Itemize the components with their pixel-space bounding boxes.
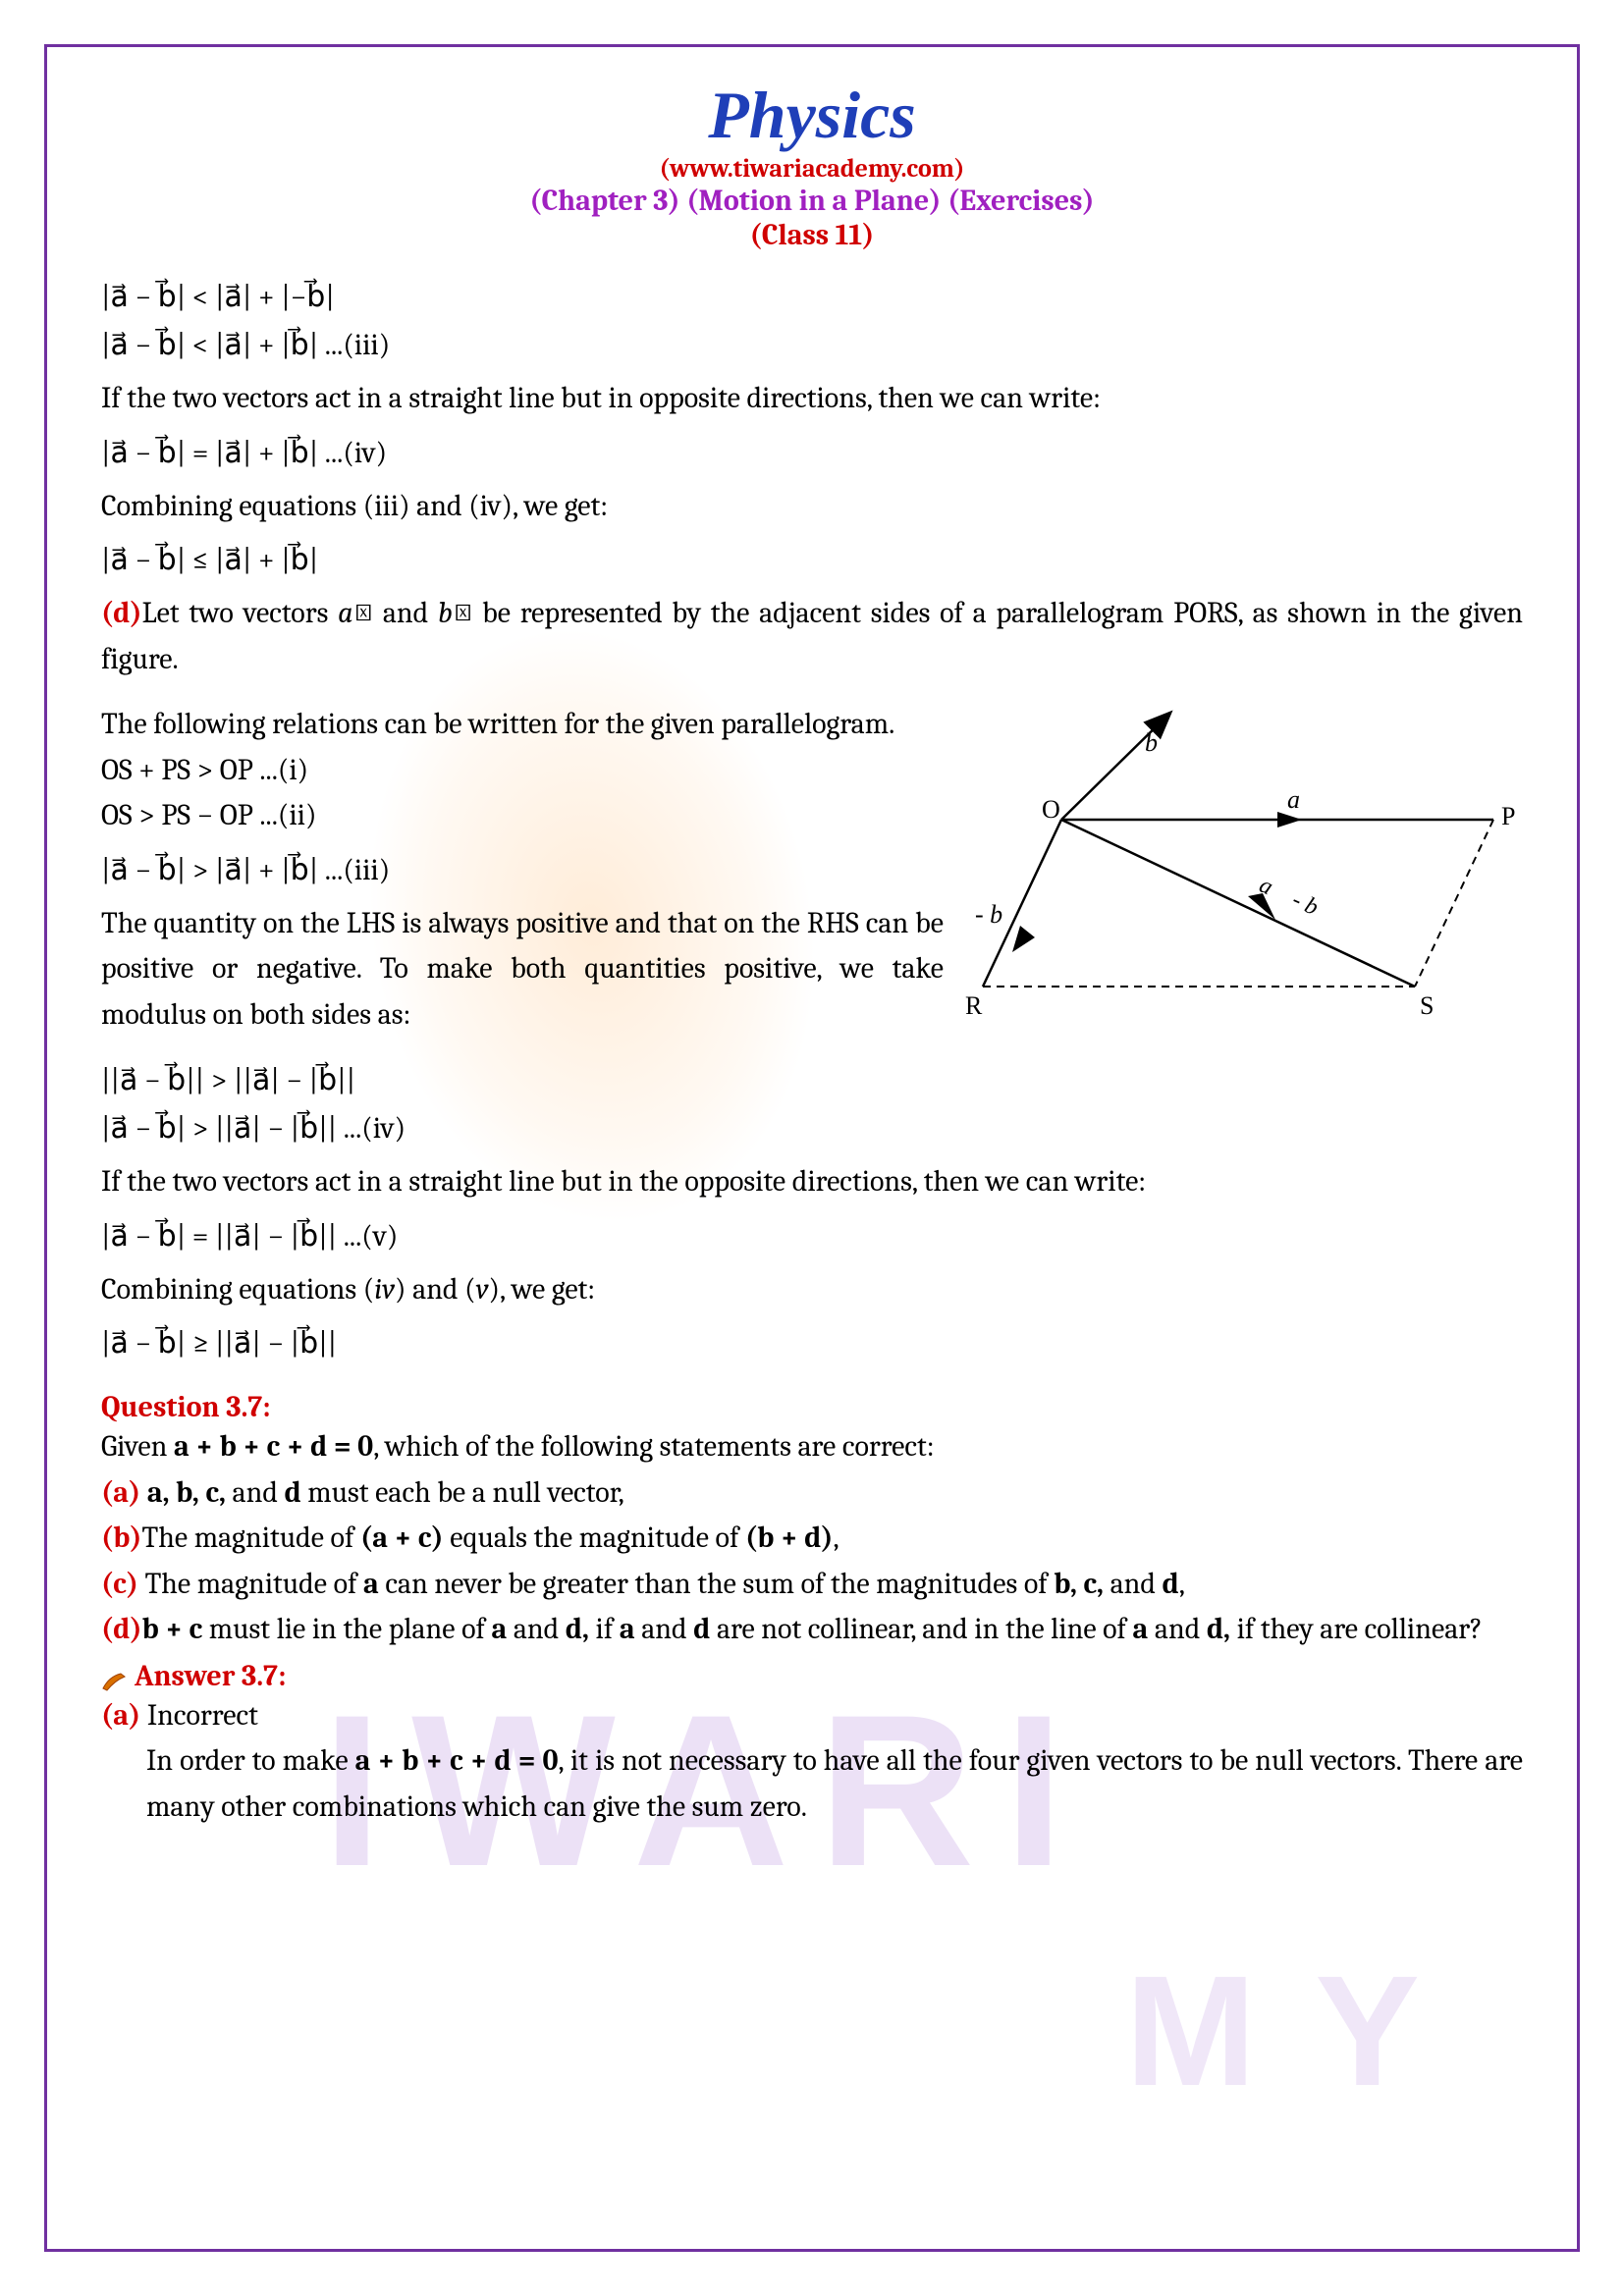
ans37-a-label: (a) xyxy=(101,1698,140,1733)
q37-d-t10: are not collinear, and in the line of xyxy=(710,1612,1132,1646)
equation-1: |a⃗ − b⃗| < |a⃗| + |−b⃗| xyxy=(101,280,1523,314)
para-text: The following relations can be written f… xyxy=(101,702,944,748)
question-37-label: Question 3.7: xyxy=(101,1390,1523,1424)
q37-c-label: (c) xyxy=(101,1567,138,1601)
equation-8: ||a⃗ − b⃗|| > ||a⃗| − |b⃗|| xyxy=(101,1063,1523,1097)
text-2: Combining equations (iii) and (iv), we g… xyxy=(101,484,1523,530)
equation-3: |a⃗ − b⃗| = |a⃗| + |b⃗| ...(iv) xyxy=(101,436,1523,470)
text-1: If the two vectors act in a straight lin… xyxy=(101,376,1523,422)
equation-10: |a⃗ − b⃗| = ||a⃗| − |b⃗|| ...(v) xyxy=(101,1219,1523,1254)
main-title: Physics xyxy=(101,77,1523,154)
answer-37-row: Answer 3.7: xyxy=(101,1659,1523,1693)
svg-text:b⃗: b⃗ xyxy=(1145,728,1177,757)
t4iv: iv xyxy=(374,1272,395,1307)
q37-d-t12: and xyxy=(1148,1612,1207,1646)
q37-c-t2: a xyxy=(363,1567,379,1601)
svg-text:a⃗: a⃗ xyxy=(1287,785,1320,814)
q37-geq: a + b + c + d = 0 xyxy=(174,1429,373,1464)
answer-37-label: Answer 3.7: xyxy=(135,1659,286,1693)
q37-c-t7: , xyxy=(1179,1567,1185,1601)
q37-b-label: (b) xyxy=(101,1521,142,1555)
q37-d-label: (d) xyxy=(101,1612,142,1646)
ans37-a-body: In order to make a + b + c + d = 0, it i… xyxy=(101,1738,1523,1830)
q37-d-t5: d, xyxy=(566,1612,589,1646)
q37-d-t3: a xyxy=(491,1612,507,1646)
chapter-line: (Chapter 3) (Motion in a Plane) (Exercis… xyxy=(101,184,1523,218)
equation-6: OS > PS − OP ...(ii) xyxy=(101,793,944,839)
pen-icon xyxy=(101,1671,129,1692)
q37-d-t8: and xyxy=(635,1612,694,1646)
q37-b-t4: (b + d) xyxy=(745,1521,834,1555)
t4v: v xyxy=(476,1272,489,1307)
q37-a-t4: must each be a null vector, xyxy=(301,1475,624,1510)
q37-c-t1: The magnitude of xyxy=(138,1567,363,1601)
q37-a-t3: d xyxy=(285,1475,301,1510)
q37-d-t13: d, xyxy=(1207,1612,1230,1646)
ans37-a: (a) Incorrect xyxy=(101,1693,1523,1739)
t4c: ), we get: xyxy=(489,1272,596,1307)
q37-b-t5: , xyxy=(834,1521,839,1555)
ans37-ab2: a + b + c + d = 0 xyxy=(355,1743,559,1778)
q37-c-t6: d xyxy=(1163,1567,1179,1601)
q37-a: (a) a, b, c, and d must each be a null v… xyxy=(101,1470,1523,1517)
option-d-intro: (d)Let two vectors a⃗ and b⃗ be represen… xyxy=(101,591,1523,682)
t4a: Combining equations ( xyxy=(101,1272,374,1307)
q37-b-t2: (a + c) xyxy=(360,1521,444,1555)
watermark-text-2: MY xyxy=(1125,1941,1479,2121)
q37-d-t6: if xyxy=(589,1612,620,1646)
q37-d-t1: b + c xyxy=(142,1612,203,1646)
parallelogram-diagram: O P R S b⃗ a⃗ - b⃗ a⃗ - b⃗ xyxy=(963,702,1523,1045)
equation-7: |a⃗ − b⃗| > |a⃗| + |b⃗| ...(iii) xyxy=(101,853,944,887)
class-line: (Class 11) xyxy=(101,218,1523,252)
q37-a-t1: a, b, c, xyxy=(147,1475,226,1510)
equation-11: |a⃗ − b⃗| ≥ ||a⃗| − |b⃗|| xyxy=(101,1326,1523,1361)
text-4: Combining equations (iv) and (v), we get… xyxy=(101,1267,1523,1313)
q37-c-t3: can never be greater than the sum of the… xyxy=(379,1567,1054,1601)
q37-b-t1: The magnitude of xyxy=(142,1521,360,1555)
q37-c: (c) The magnitude of a can never be grea… xyxy=(101,1562,1523,1608)
ans37-ab1: In order to make xyxy=(146,1743,355,1778)
equation-4: |a⃗ − b⃗| ≤ |a⃗| + |b⃗| xyxy=(101,543,1523,577)
q37-ga: Given xyxy=(101,1429,174,1464)
q37-c-t4: b, c, xyxy=(1054,1567,1104,1601)
equation-5: OS + PS > OP ...(i) xyxy=(101,748,944,794)
option-d-label: (d) xyxy=(101,596,142,630)
q37-b: (b)The magnitude of (a + c) equals the m… xyxy=(101,1516,1523,1562)
svg-text:R: R xyxy=(965,991,983,1020)
q37-c-t5: and xyxy=(1104,1567,1163,1601)
svg-text:P: P xyxy=(1501,802,1515,830)
q37-given: Given a + b + c + d = 0, which of the fo… xyxy=(101,1424,1523,1470)
site-link: (www.tiwariacademy.com) xyxy=(101,154,1523,184)
q37-b-t3: equals the magnitude of xyxy=(444,1521,745,1555)
d-text-b: and xyxy=(373,596,438,630)
d-vec-b: b⃗ xyxy=(438,596,472,630)
equation-9: |a⃗ − b⃗| > ||a⃗| − |b⃗|| ...(iv) xyxy=(101,1111,1523,1146)
q37-a-t2: and xyxy=(226,1475,285,1510)
q37-d-t7: a xyxy=(620,1612,635,1646)
page-header: Physics (www.tiwariacademy.com) (Chapter… xyxy=(101,77,1523,252)
svg-text:O: O xyxy=(1042,795,1060,824)
ans37-a-text: Incorrect xyxy=(147,1698,258,1733)
q37-d-t14: if they are collinear? xyxy=(1230,1612,1483,1646)
svg-text:S: S xyxy=(1420,991,1434,1020)
d-text-a: Let two vectors xyxy=(142,596,339,630)
q37-d-t2: must lie in the plane of xyxy=(202,1612,491,1646)
svg-text:a⃗ - b⃗: a⃗ - b⃗ xyxy=(1256,873,1339,929)
d-vec-a: a⃗ xyxy=(338,596,373,630)
svg-text:- b⃗: - b⃗ xyxy=(975,900,1022,929)
q37-d: (d)b + c must lie in the plane of a and … xyxy=(101,1607,1523,1653)
t4b: ) and ( xyxy=(395,1272,476,1307)
text-3: If the two vectors act in a straight lin… xyxy=(101,1159,1523,1205)
q37-d-t9: d xyxy=(693,1612,710,1646)
para-text-2: The quantity on the LHS is always positi… xyxy=(101,901,944,1039)
q37-d-t11: a xyxy=(1133,1612,1149,1646)
q37-a-label: (a) xyxy=(101,1475,140,1510)
q37-d-t4: and xyxy=(507,1612,566,1646)
equation-2: |a⃗ − b⃗| < |a⃗| + |b⃗| ...(iii) xyxy=(101,328,1523,362)
q37-gb: , which of the following statements are … xyxy=(373,1429,935,1464)
